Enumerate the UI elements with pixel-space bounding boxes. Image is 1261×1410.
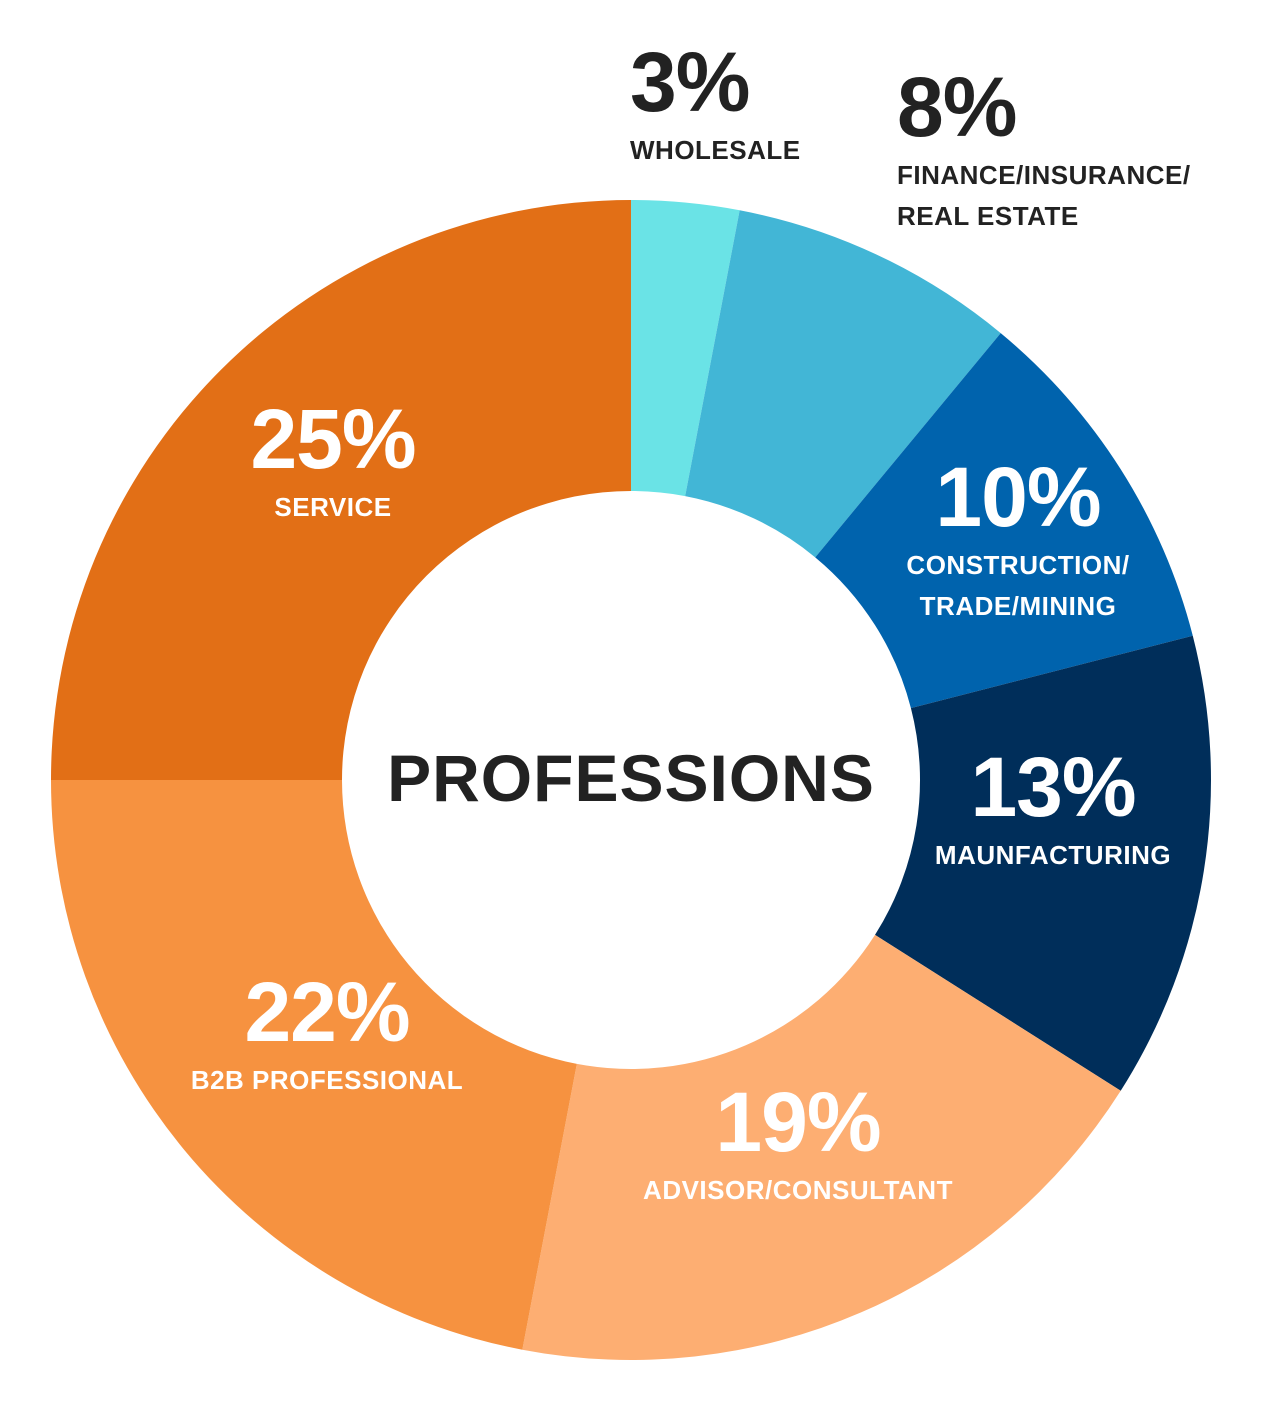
category-label: FINANCE/INSURANCE/ REAL ESTATE	[897, 160, 1191, 231]
donut-slice	[815, 333, 1193, 709]
category-label: MAUNFACTURING	[934, 840, 1172, 870]
donut-slice	[522, 934, 1121, 1360]
donut-slice	[51, 200, 631, 780]
value-label: 3%	[630, 35, 750, 129]
value-label: 22%	[244, 965, 410, 1059]
slice-label: 8% FINANCE/INSURANCE/ REAL ESTATE	[897, 65, 1191, 237]
value-label: 13%	[970, 740, 1136, 834]
value-label: 25%	[250, 392, 416, 486]
value-label: 8%	[897, 60, 1017, 154]
donut-slice	[631, 200, 740, 497]
category-label: B2B PROFESSIONAL	[190, 1065, 464, 1095]
slice-label: 19% ADVISOR/CONSULTANT	[643, 1080, 953, 1211]
category-label: ADVISOR/CONSULTANT	[643, 1175, 953, 1205]
donut-slice	[51, 780, 577, 1350]
category-label: SERVICE	[274, 492, 392, 522]
category-label: WHOLESALE	[630, 135, 801, 165]
donut-slice	[875, 635, 1211, 1091]
slice-label: 3% WHOLESALE	[630, 40, 801, 171]
donut-slice	[685, 210, 1001, 558]
slice-label: 10% CONSTRUCTION/ TRADE/MINING	[906, 455, 1129, 627]
value-label: 19%	[715, 1075, 881, 1169]
value-label: 10%	[935, 450, 1101, 544]
chart-title: PROFESSIONS	[387, 741, 875, 815]
slice-label: 25% SERVICE	[250, 392, 416, 528]
slice-label: 13% MAUNFACTURING	[935, 745, 1171, 876]
category-label: CONSTRUCTION/ TRADE/MINING	[906, 550, 1130, 621]
slice-label: 22% B2B PROFESSIONAL	[191, 970, 463, 1101]
